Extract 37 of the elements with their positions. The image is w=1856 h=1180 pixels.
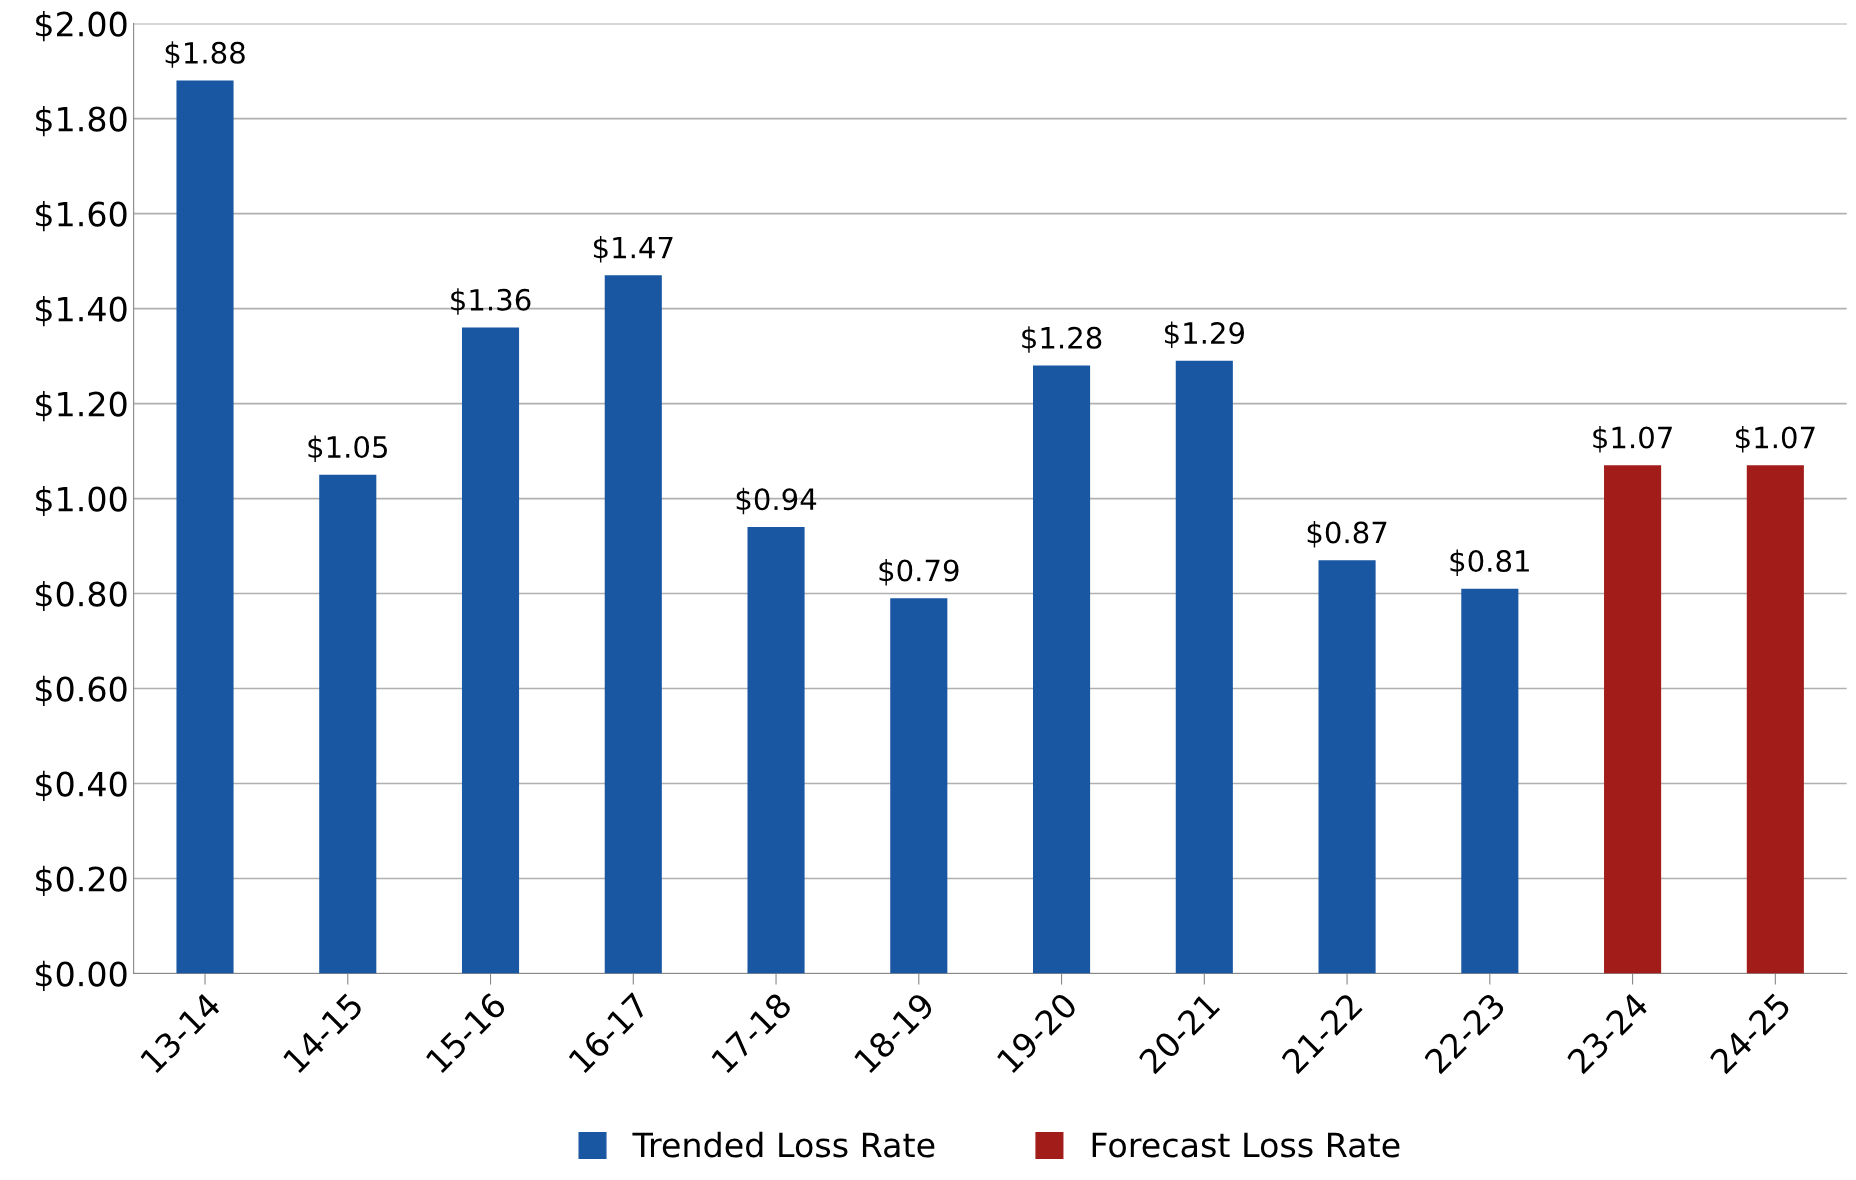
bar — [1746, 465, 1804, 974]
data-label: $1.07 — [1593, 425, 1672, 453]
data-label: $1.28 — [1022, 326, 1102, 353]
y-tick-label: $2.00 — [36, 10, 127, 42]
data-label: $0.87 — [1307, 520, 1387, 548]
data-label: $1.47 — [593, 235, 673, 263]
bar — [319, 474, 377, 974]
y-tick-label: $1.00 — [36, 485, 127, 517]
data-label: $1.05 — [308, 435, 387, 462]
y-tick-label: $1.60 — [36, 200, 127, 232]
bar — [1604, 465, 1662, 974]
y-tick-label: $1.40 — [36, 295, 127, 327]
y-tick-label: $1.80 — [36, 105, 127, 137]
legend-label: Trended Loss Rate — [632, 1131, 935, 1158]
y-tick-label: $0.80 — [36, 580, 127, 612]
bar — [1033, 365, 1091, 974]
data-label: $1.88 — [165, 41, 245, 68]
bar — [747, 527, 805, 974]
data-label: $0.79 — [879, 558, 959, 586]
data-label: $0.81 — [1450, 549, 1529, 576]
legend-label: Forecast Loss Rate — [1092, 1132, 1400, 1158]
y-tick-label: $1.20 — [36, 390, 127, 422]
bar — [890, 598, 948, 974]
y-tick-label: $0.20 — [36, 865, 127, 897]
bar — [604, 275, 662, 974]
data-label: $1.36 — [451, 288, 531, 315]
y-tick-label: $0.60 — [36, 675, 127, 707]
bar — [176, 80, 234, 974]
y-tick-label: $0.00 — [36, 960, 127, 992]
data-label: $0.94 — [736, 487, 817, 515]
bar — [1175, 360, 1233, 974]
data-label: $1.29 — [1164, 321, 1245, 348]
bar — [1461, 588, 1519, 974]
bar — [461, 327, 520, 974]
bar — [1318, 560, 1376, 974]
y-tick-label: $0.40 — [36, 770, 127, 802]
data-label: $1.07 — [1736, 425, 1815, 453]
